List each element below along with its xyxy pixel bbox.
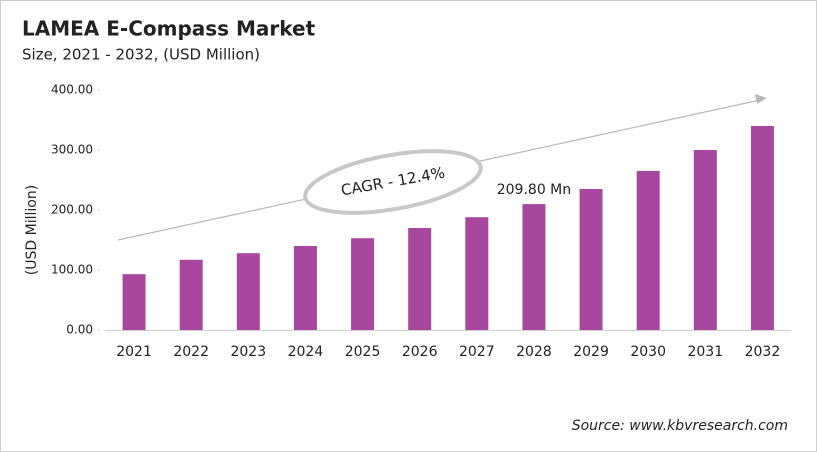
bar — [636, 171, 660, 330]
x-tick-label: 2021 — [116, 344, 152, 360]
x-tick-label: 2027 — [459, 344, 495, 360]
bar — [465, 217, 489, 330]
x-tick-label: 2023 — [230, 344, 266, 360]
y-tick-label: 0.00 — [66, 323, 93, 337]
x-tick-label: 2026 — [402, 344, 438, 360]
arrow-head — [755, 94, 767, 104]
x-tick-label: 2022 — [173, 344, 209, 360]
x-tick-label: 2025 — [345, 344, 381, 360]
bar — [579, 189, 603, 330]
chart-title: LAMEA E-Compass Market — [22, 17, 316, 41]
bar — [293, 246, 317, 330]
bar — [179, 259, 203, 330]
y-tick-label: 100.00 — [51, 263, 93, 277]
bar — [236, 253, 260, 330]
y-axis-label: (USD Million) — [24, 185, 40, 275]
bar — [408, 228, 432, 330]
x-tick-label: 2029 — [573, 344, 609, 360]
bar — [522, 204, 546, 330]
bar — [693, 150, 717, 330]
x-tick-label: 2028 — [516, 344, 552, 360]
bar — [351, 238, 375, 330]
y-tick-label: 200.00 — [51, 203, 93, 217]
y-tick-label: 300.00 — [51, 143, 93, 157]
x-tick-label: 2024 — [288, 344, 324, 360]
bar — [122, 274, 146, 330]
cagr-ellipse — [303, 149, 483, 215]
data-label: 209.80 Mn — [497, 182, 571, 198]
bar — [750, 126, 774, 330]
x-tick-label: 2031 — [687, 344, 723, 360]
x-tick-label: 2030 — [630, 344, 666, 360]
y-tick-label: 400.00 — [51, 83, 93, 97]
source: Source: www.kbvresearch.com — [572, 418, 788, 434]
x-tick-label: 2032 — [745, 344, 781, 360]
chart-subtitle: Size, 2021 - 2032, (USD Million) — [22, 46, 260, 64]
